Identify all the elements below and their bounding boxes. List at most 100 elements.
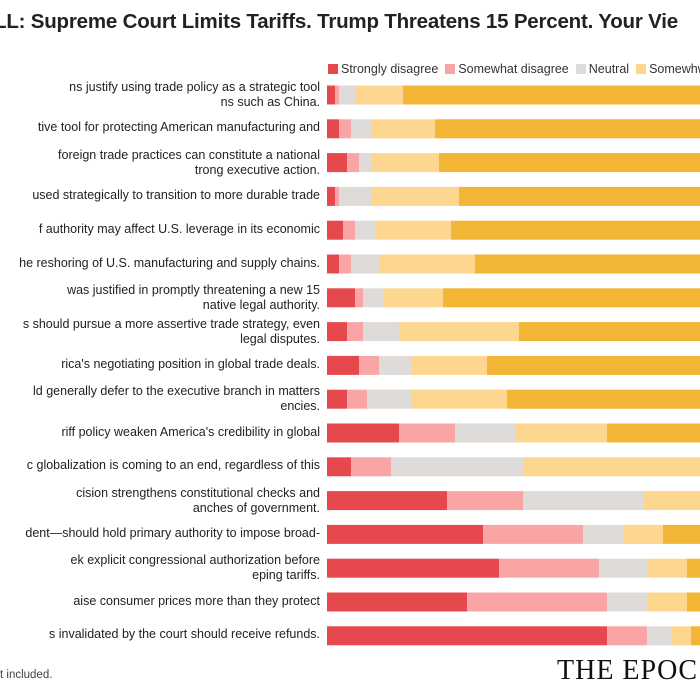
bar-segment-somewhat-agree — [371, 186, 459, 206]
bar-segment-somewhat-agree — [399, 322, 519, 342]
bar-segment-somewhat-disagree — [355, 288, 363, 308]
bar-segment-neutral — [523, 491, 643, 511]
bar-segment-strongly-disagree — [327, 85, 335, 105]
bar-segment-somewhat-disagree — [343, 220, 355, 240]
bar-segment-strongly-disagree — [327, 153, 347, 173]
row-label-line: ek explicit congressional authorization … — [70, 553, 320, 568]
bar-segment-strongly-disagree — [327, 491, 447, 511]
row-label-line: eping tariffs. — [252, 568, 320, 583]
bar-segment-strongly-disagree — [327, 457, 351, 477]
bar-segment-neutral — [455, 423, 515, 443]
legend-label-neutral: Neutral — [588, 62, 630, 76]
bar-segment-somewhat-agree — [411, 355, 487, 375]
bar-segment-neutral — [391, 457, 523, 477]
bar-segment-strongly-agree — [519, 322, 700, 342]
legend-item-somewhat-disagree: Somewhat disagree — [445, 62, 569, 76]
row-label-line: trong executive action. — [194, 162, 320, 177]
bar-segment-strongly-agree — [403, 85, 700, 105]
bar-segment-neutral — [599, 558, 647, 578]
bar-segment-somewhat-agree — [647, 592, 687, 612]
row-label-line: encies. — [280, 399, 320, 414]
row-label: used strategically to transition to more… — [0, 188, 320, 203]
bar-segment-strongly-disagree — [327, 558, 499, 578]
row-label-line: aise consumer prices more than they prot… — [73, 593, 320, 608]
bar-segment-somewhat-disagree — [347, 389, 367, 409]
row-label-line: anches of government. — [192, 500, 320, 515]
bar-segment-neutral — [363, 322, 399, 342]
row-label-line: ns such as China. — [220, 95, 320, 109]
bar-segment-somewhat-disagree — [335, 186, 339, 206]
bar-segment-neutral — [647, 626, 671, 646]
bar-segment-neutral — [367, 389, 411, 409]
row-label: riff policy weaken America's credibility… — [0, 425, 320, 440]
bar-segment-somewhat-disagree — [339, 119, 351, 139]
bar-segment-neutral — [379, 355, 411, 375]
legend-label-somewhat-disagree: Somewhat disagree — [458, 62, 569, 76]
bar-segment-neutral — [351, 254, 379, 274]
row-label: f authority may affect U.S. leverage in … — [0, 222, 320, 237]
bar-segment-somewhat-agree — [515, 423, 607, 443]
bar-segment-strongly-agree — [687, 558, 700, 578]
bar-segment-somewhat-disagree — [351, 457, 391, 477]
row-label: foreign trade practices can constitute a… — [0, 148, 320, 178]
row-label-line: ns justify using trade policy as a strat… — [69, 80, 320, 94]
bar-segment-somewhat-disagree — [339, 254, 351, 274]
row-label-line: rica's negotiating position in global tr… — [61, 356, 320, 371]
row-label: rica's negotiating position in global tr… — [0, 357, 320, 372]
row-label-line: riff policy weaken America's credibility… — [61, 424, 320, 439]
bar-segment-strongly-disagree — [327, 626, 607, 646]
bar-segment-strongly-agree — [691, 626, 700, 646]
bar-segment-strongly-agree — [435, 119, 700, 139]
legend-item-somewhat-agree: Somewhwa — [636, 62, 700, 76]
bar-segment-strongly-agree — [439, 153, 700, 173]
bar-segment-somewhat-agree — [671, 626, 691, 646]
bar-segment-somewhat-agree — [355, 85, 403, 105]
bar-segment-strongly-agree — [459, 186, 700, 206]
bar-segment-strongly-disagree — [327, 119, 339, 139]
publisher-logo: THE EPOC — [557, 655, 698, 686]
bar-segment-strongly-agree — [663, 524, 700, 544]
row-label-line: s invalidated by the court should receiv… — [49, 627, 320, 642]
bar-segment-neutral — [607, 592, 647, 612]
bar-segment-somewhat-disagree — [499, 558, 599, 578]
bar-segment-somewhat-disagree — [483, 524, 583, 544]
bar-segment-somewhat-disagree — [359, 355, 379, 375]
row-label: s invalidated by the court should receiv… — [0, 627, 320, 642]
row-labels: ns justify using trade policy as a strat… — [0, 0, 320, 700]
bar-segment-neutral — [363, 288, 383, 308]
chart-title: LL: Supreme Court Limits Tariffs. Trump … — [0, 10, 678, 33]
bar-segment-somewhat-agree — [411, 389, 507, 409]
bar-segment-somewhat-disagree — [447, 491, 523, 511]
row-label: ns justify using trade policy as a strat… — [0, 80, 320, 110]
bar-segment-somewhat-agree — [371, 153, 439, 173]
row-label: ld generally defer to the executive bran… — [0, 384, 320, 414]
bar-segment-strongly-disagree — [327, 322, 347, 342]
bar-segment-somewhat-disagree — [347, 153, 359, 173]
legend-item-strongly-disagree: Strongly disagree — [328, 62, 438, 76]
bar-segment-strongly-agree — [451, 220, 700, 240]
legend-swatch-neutral — [575, 64, 586, 74]
bar-segment-strongly-disagree — [327, 524, 483, 544]
bar-segment-strongly-disagree — [327, 423, 399, 443]
bar-segment-neutral — [355, 220, 375, 240]
row-label-line: s should pursue a more assertive trade s… — [22, 316, 320, 331]
row-label-line: tive tool for protecting American manufa… — [37, 120, 320, 135]
bar-segment-somewhat-disagree — [607, 626, 647, 646]
bar-segment-neutral — [351, 119, 371, 139]
row-label: cision strengthens constitutional checks… — [0, 486, 320, 516]
bar-segment-strongly-disagree — [327, 254, 339, 274]
bar-segment-somewhat-agree — [523, 457, 700, 477]
row-label-line: used strategically to transition to more… — [32, 187, 320, 202]
row-label: s should pursue a more assertive trade s… — [0, 317, 320, 347]
bar-segment-strongly-agree — [687, 592, 700, 612]
bar-segment-strongly-disagree — [327, 288, 355, 308]
bar-segment-somewhat-disagree — [335, 85, 339, 105]
bar-segment-strongly-agree — [475, 254, 700, 274]
bar-segment-strongly-disagree — [327, 355, 359, 375]
bar-segment-strongly-disagree — [327, 592, 467, 612]
row-label-line: was justified in promptly threatening a … — [67, 282, 320, 297]
row-label: c globalization is coming to an end, reg… — [0, 458, 320, 473]
bar-segment-neutral — [339, 186, 371, 206]
bar-segment-somewhat-agree — [643, 491, 700, 511]
row-label-line: native legal authority. — [202, 297, 320, 312]
